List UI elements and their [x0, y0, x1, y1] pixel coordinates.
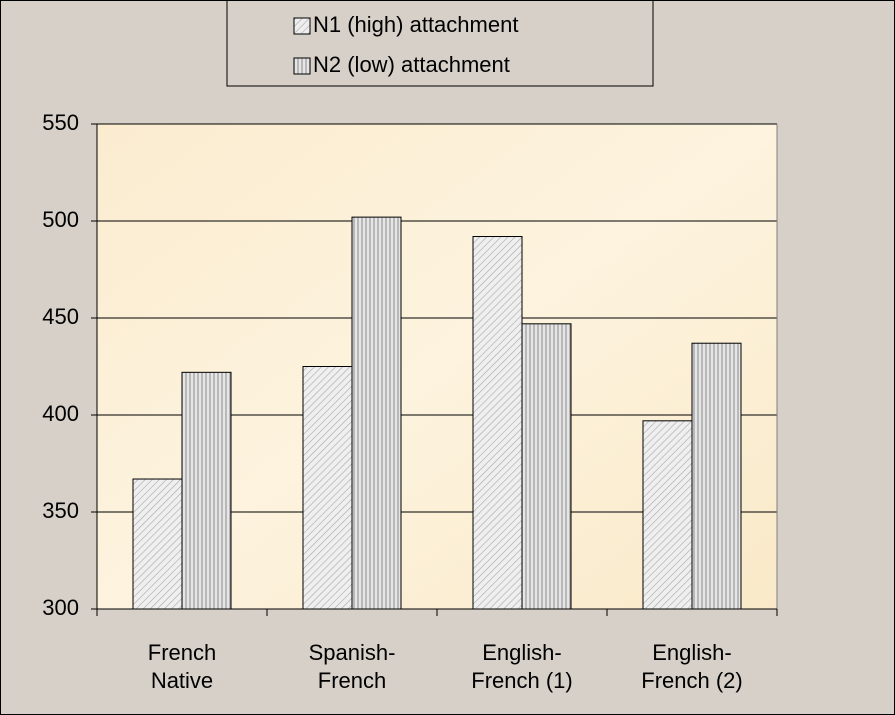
x-tick-label: English-French (1) — [471, 640, 573, 693]
bar — [132, 478, 183, 610]
bar — [351, 216, 402, 610]
bar — [302, 366, 353, 610]
y-tick-label: 500 — [42, 207, 79, 232]
legend-swatch — [293, 17, 311, 35]
legend-label: N1 (high) attachment — [313, 12, 518, 37]
bar — [691, 342, 742, 610]
bar — [521, 323, 572, 610]
legend-label: N2 (low) attachment — [313, 52, 510, 77]
x-tick-label: French Native — [147, 640, 217, 693]
bar — [181, 371, 232, 610]
legend-swatch — [293, 57, 311, 75]
x-tick-label: Spanish-French — [308, 640, 396, 693]
y-tick-label: 400 — [42, 401, 79, 426]
bar — [642, 420, 693, 610]
y-tick-label: 300 — [42, 595, 79, 620]
y-tick-label: 350 — [42, 498, 79, 523]
x-tick-label: English-French (2) — [641, 640, 743, 693]
y-tick-label: 550 — [42, 110, 79, 135]
y-tick-label: 450 — [42, 304, 79, 329]
bar — [472, 236, 523, 610]
